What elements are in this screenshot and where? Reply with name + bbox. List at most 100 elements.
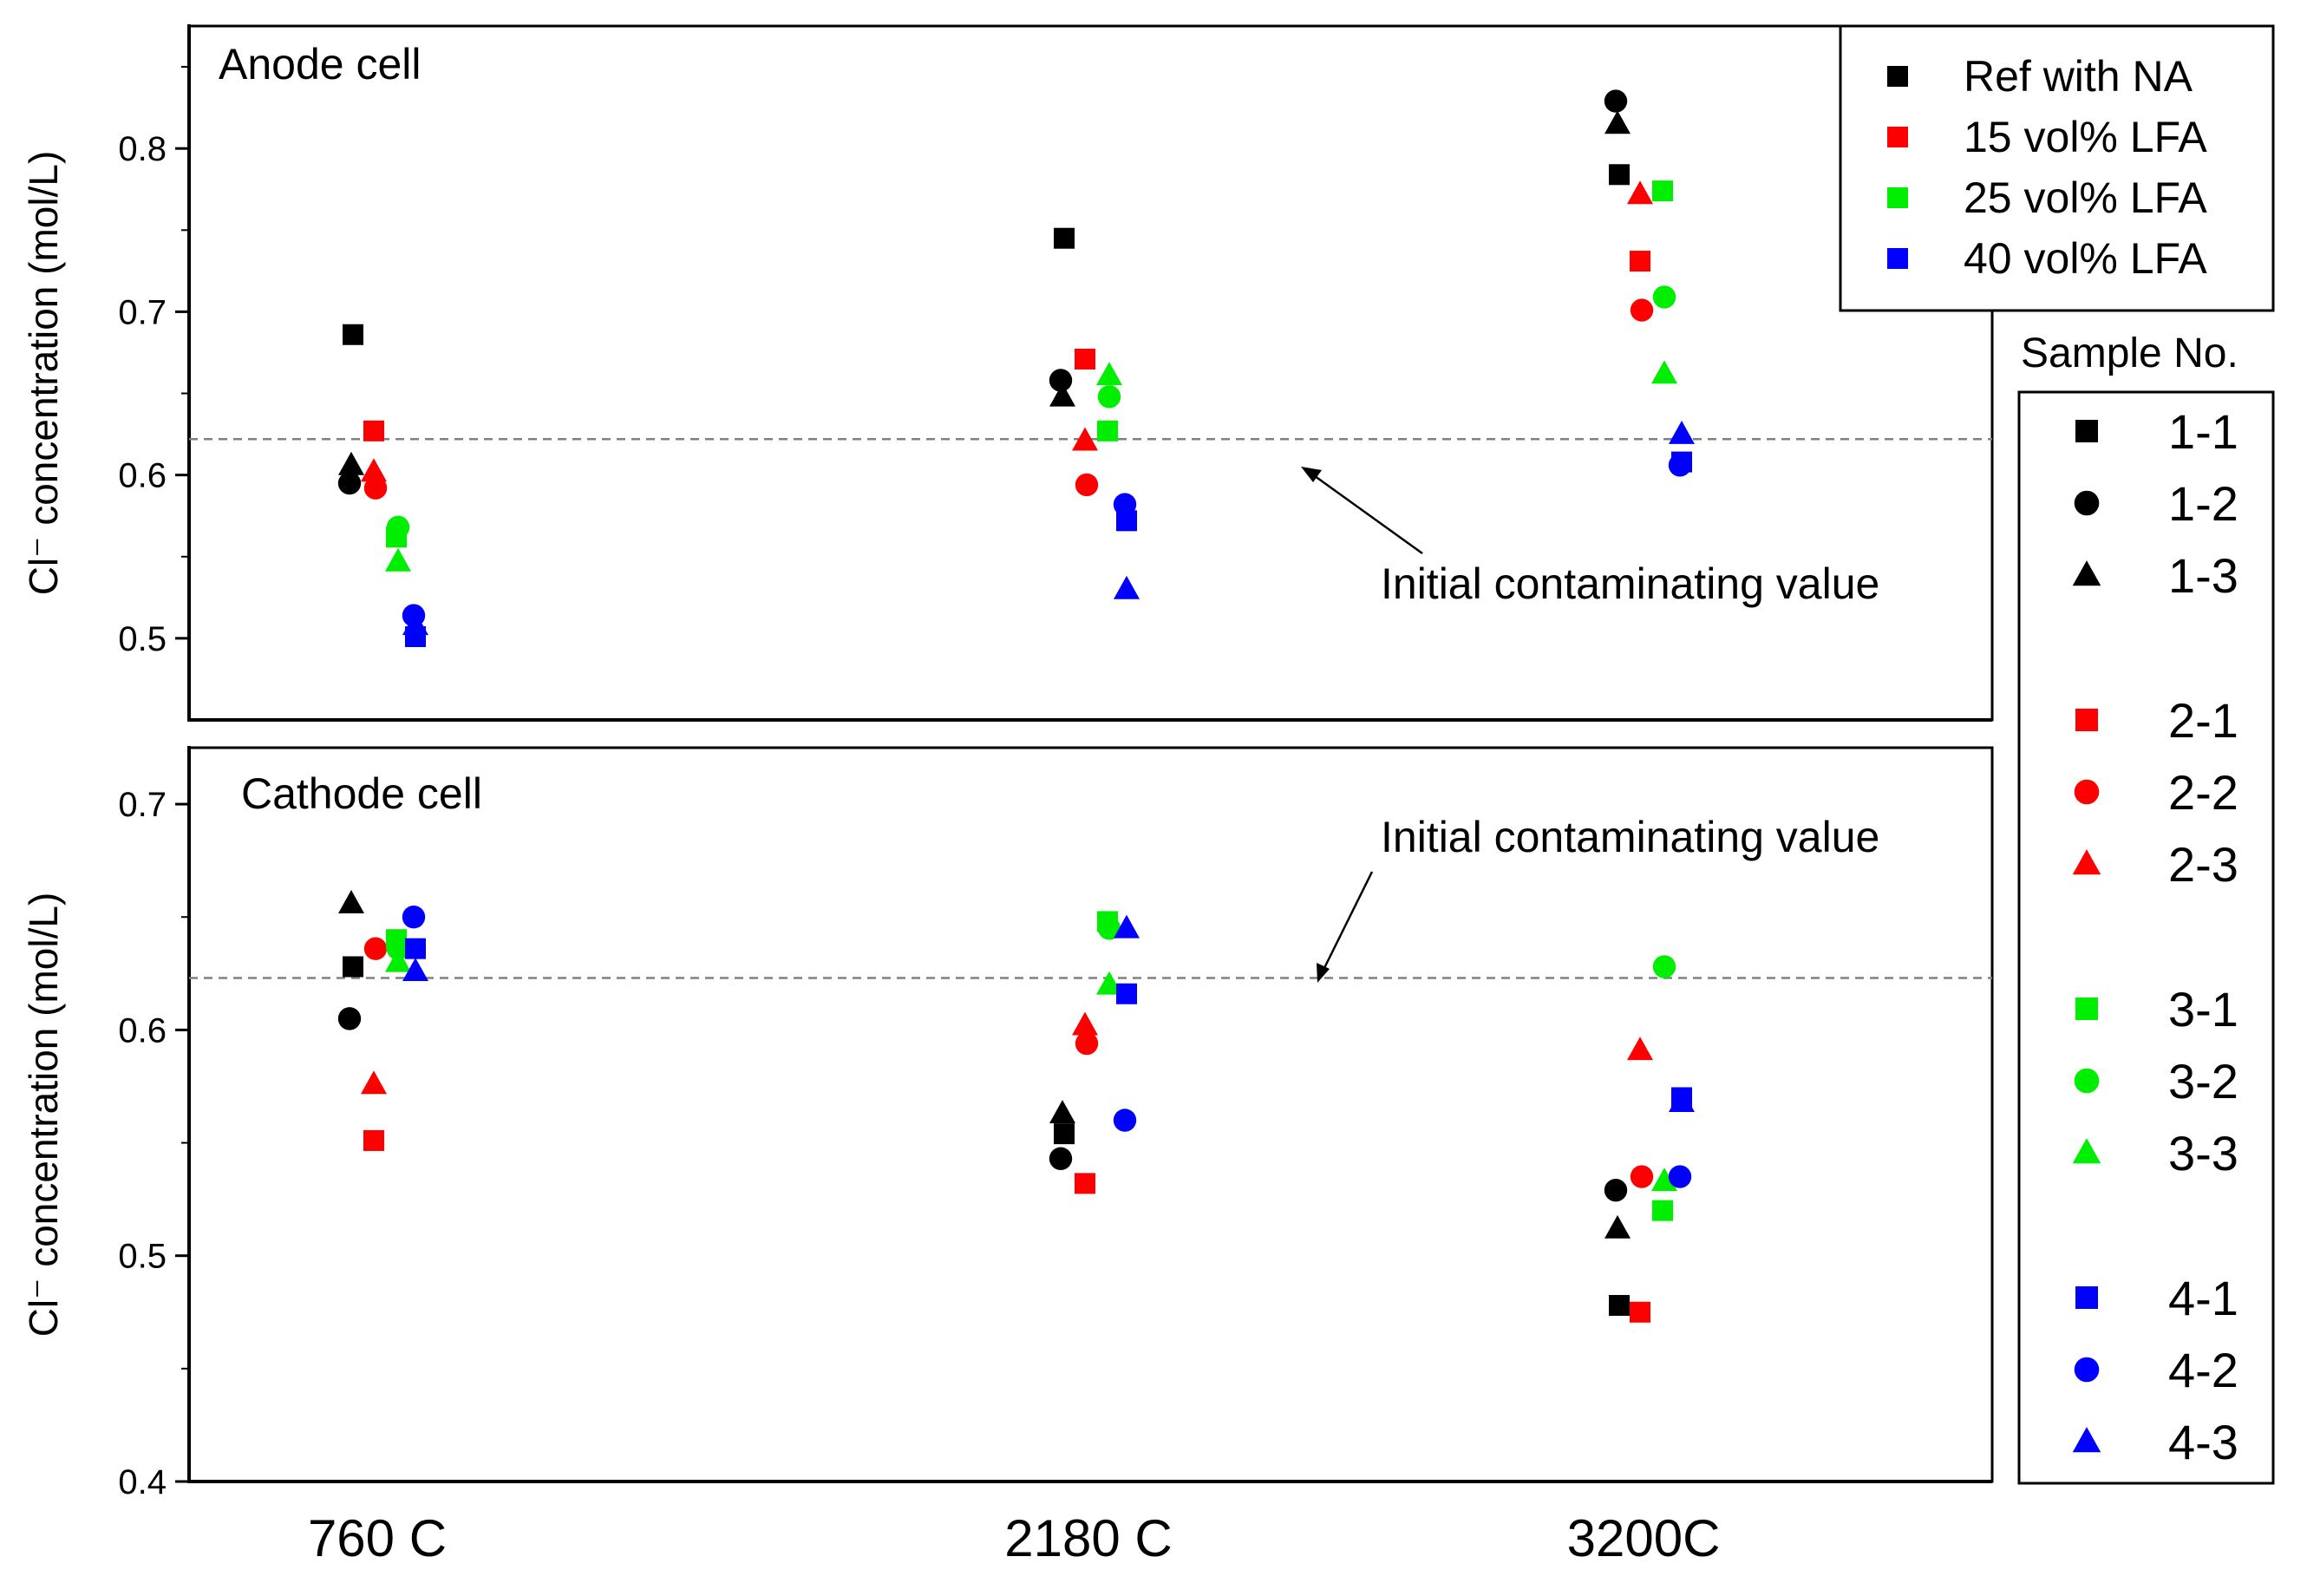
data-point-4-3 — [1669, 420, 1695, 444]
data-point-1-2 — [1049, 369, 1073, 392]
group-legend-label: 25 vol% LFA — [1964, 173, 2207, 222]
data-point-4-3 — [402, 612, 428, 636]
group-legend-box — [1839, 24, 2275, 312]
group-legend-marker — [1887, 248, 1908, 269]
data-point-3-2 — [1097, 917, 1121, 940]
y-tick-label: 0.5 — [118, 620, 167, 658]
sample-legend-label: 1-1 — [2168, 404, 2238, 459]
group-legend-label: 40 vol% LFA — [1964, 234, 2207, 283]
y-tick-label: 0.7 — [118, 786, 167, 824]
x-tick-label: 2180 C — [1004, 1509, 1172, 1567]
data-point-4-1 — [1116, 983, 1137, 1004]
data-point-1-3 — [338, 889, 364, 913]
y-tick-label: 0.4 — [118, 1463, 167, 1501]
data-point-2-3 — [1072, 1011, 1098, 1036]
data-point-2-3 — [1072, 427, 1098, 451]
y-tick-label: 0.8 — [118, 130, 167, 168]
data-point-4-2 — [1113, 493, 1137, 516]
sample-legend-marker — [2075, 1286, 2098, 1309]
sample-legend-marker — [2074, 1068, 2100, 1094]
data-point-1-1 — [1054, 227, 1075, 249]
data-point-3-1 — [1097, 420, 1118, 442]
sample-legend-marker — [2074, 490, 2100, 516]
data-point-1-1 — [1054, 1123, 1075, 1145]
data-point-3-3 — [1651, 360, 1677, 384]
data-point-2-2 — [1630, 1165, 1654, 1188]
annotation-label: Initial contaminating value — [1381, 813, 1879, 861]
data-point-1-2 — [337, 1007, 362, 1030]
annotation-arrowhead — [1301, 467, 1322, 482]
group-legend-marker — [1887, 66, 1908, 87]
data-point-2-3 — [361, 1070, 387, 1095]
data-point-3-2 — [1652, 285, 1676, 309]
data-point-4-2 — [402, 906, 426, 929]
data-point-2-2 — [1075, 1031, 1099, 1056]
group-legend-label: Ref with NA — [1964, 52, 2193, 101]
x-tick-label: 3200C — [1567, 1509, 1721, 1567]
panel-title: Anode cell — [219, 40, 422, 88]
data-point-1-1 — [1609, 1294, 1630, 1316]
sample-legend-marker — [2074, 779, 2100, 805]
sample-legend-marker — [2072, 1138, 2101, 1164]
data-point-2-1 — [363, 420, 384, 442]
sample-legend-marker — [2075, 420, 2098, 442]
data-point-3-2 — [386, 515, 410, 540]
y-tick-label: 0.5 — [118, 1238, 167, 1276]
sample-legend-marker — [2072, 849, 2101, 875]
data-point-3-1 — [1652, 1200, 1673, 1221]
y-axis-label: Cl⁻ concentration (mol/L) — [21, 893, 66, 1338]
sample-legend-marker — [2074, 1357, 2100, 1383]
data-point-4-1 — [405, 938, 426, 959]
y-tick-label: 0.6 — [118, 457, 167, 495]
data-point-4-3 — [1669, 1089, 1695, 1113]
group-legend-marker — [1887, 187, 1908, 208]
data-point-1-3 — [338, 451, 364, 475]
data-point-4-2 — [1668, 1165, 1692, 1188]
sample-legend-marker — [2072, 560, 2101, 586]
y-tick-label: 0.6 — [118, 1011, 167, 1050]
data-point-4-3 — [1114, 914, 1140, 939]
data-point-2-2 — [363, 937, 388, 960]
data-point-1-2 — [1604, 1179, 1628, 1202]
sample-legend-label: 1-2 — [2168, 476, 2238, 531]
data-point-3-2 — [1652, 955, 1676, 978]
data-point-4-3 — [1114, 575, 1140, 599]
sample-legend-marker — [2075, 709, 2098, 731]
data-point-3-2 — [1097, 385, 1121, 409]
data-point-2-1 — [1630, 251, 1650, 272]
data-point-2-3 — [1627, 180, 1653, 205]
annotation-label: Initial contaminating value — [1381, 559, 1879, 608]
sample-legend-title: Sample No. — [2021, 330, 2238, 376]
sample-legend-marker — [2075, 998, 2098, 1020]
data-point-3-1 — [1652, 180, 1673, 202]
data-point-2-1 — [1630, 1301, 1650, 1323]
annotation-arrowhead — [1317, 963, 1330, 983]
data-point-4-3 — [402, 958, 428, 982]
data-point-1-3 — [1604, 110, 1631, 134]
data-point-3-3 — [1096, 971, 1122, 995]
sample-legend-label: 4-1 — [2168, 1271, 2238, 1325]
sample-legend-label: 4-2 — [2168, 1343, 2238, 1397]
data-point-2-2 — [363, 476, 388, 500]
sample-legend-marker — [2072, 1427, 2101, 1453]
sample-legend-label: 1-3 — [2168, 548, 2238, 603]
data-point-2-3 — [1627, 1037, 1653, 1061]
data-point-1-3 — [1049, 383, 1075, 407]
annotation-arrow — [1310, 472, 1423, 555]
data-point-1-1 — [343, 324, 363, 345]
data-point-4-2 — [1668, 454, 1692, 477]
y-axis-label: Cl⁻ concentration (mol/L) — [21, 151, 66, 596]
data-point-2-3 — [361, 458, 387, 482]
data-point-1-2 — [1049, 1147, 1073, 1170]
data-point-3-3 — [1096, 362, 1122, 386]
sample-legend-label: 2-2 — [2168, 765, 2238, 820]
data-point-3-3 — [385, 547, 411, 572]
data-point-4-2 — [1113, 1109, 1137, 1132]
data-point-1-2 — [1604, 89, 1628, 113]
x-tick-label: 760 C — [308, 1509, 447, 1567]
data-point-1-1 — [343, 956, 363, 978]
data-point-2-1 — [363, 1129, 384, 1151]
panel-title: Cathode cell — [241, 769, 482, 818]
data-point-1-2 — [337, 471, 362, 495]
